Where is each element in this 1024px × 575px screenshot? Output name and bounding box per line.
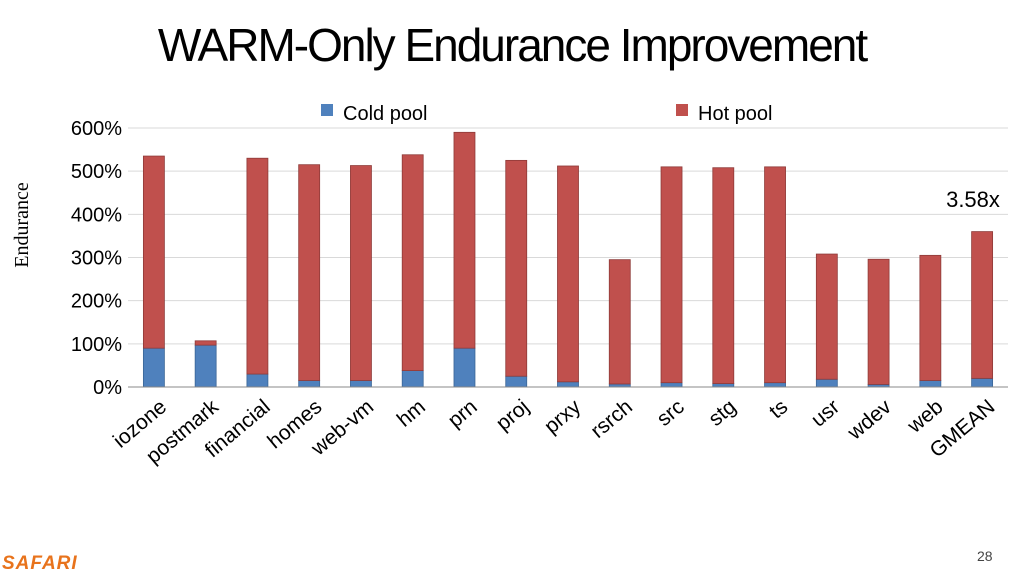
bar-cold-GMEAN: [971, 377, 994, 388]
bar-cold-postmark: [194, 344, 217, 388]
safari-logo: SAFARI: [2, 553, 78, 574]
y-tick-label: 0%: [93, 377, 122, 399]
bar-cold-web: [919, 380, 942, 388]
bar-hot-ts: [764, 166, 786, 384]
category-label: proj: [492, 395, 534, 435]
bar-hot-hm: [401, 154, 424, 371]
y-tick-labels: 0% 100% 200% 300% 400% 500% 600%: [71, 118, 122, 399]
category-label: src: [653, 395, 689, 431]
bar-hot-postmark: [194, 340, 217, 346]
category-label: prxy: [540, 395, 586, 438]
bar-cold-stg: [712, 383, 735, 388]
bar-cold-ts: [764, 382, 786, 388]
bar-hot-iozone: [142, 155, 165, 349]
y-tick-label: 200%: [71, 291, 122, 313]
bar-cold-prn: [453, 347, 476, 388]
bar-hot-homes: [298, 164, 321, 381]
page-number: 28: [977, 548, 993, 564]
bar-hot-usr: [815, 253, 838, 380]
bar-hot-prxy: [557, 165, 579, 383]
y-tick-label: 100%: [71, 334, 122, 356]
bar-hot-web: [919, 254, 942, 381]
bar-hot-GMEAN: [971, 231, 994, 379]
bar-cold-web-vm: [350, 380, 372, 388]
category-label: wdev: [843, 395, 896, 445]
bar-cold-financial: [246, 373, 269, 388]
bar-hot-prn: [453, 131, 476, 349]
bar-hot-src: [660, 166, 683, 384]
bar-hot-financial: [246, 157, 269, 375]
category-label: rsrch: [586, 395, 637, 443]
legend-label-cold: Cold pool: [343, 103, 428, 125]
bar-cold-hm: [401, 370, 424, 388]
y-axis-label: Endurance: [11, 182, 33, 268]
category-label: hm: [393, 395, 430, 431]
bar-cold-src: [660, 382, 683, 388]
bar-hot-stg: [712, 167, 735, 384]
bar-cold-prxy: [557, 381, 579, 388]
legend-swatch-cold: [321, 104, 333, 116]
y-tick-label: 600%: [71, 118, 122, 140]
bar-hot-rsrch: [608, 259, 631, 385]
category-label: ts: [765, 395, 792, 423]
bar-hot-wdev: [867, 258, 890, 385]
y-tick-label: 500%: [71, 161, 122, 183]
y-tick-label: 400%: [71, 204, 122, 226]
legend-swatch-hot: [676, 104, 688, 116]
bars: [142, 131, 994, 388]
bar-hot-web-vm: [350, 165, 372, 381]
bar-cold-homes: [298, 380, 321, 388]
gmean-annotation: 3.58x: [946, 187, 1000, 212]
category-label: usr: [807, 395, 844, 431]
category-label: prn: [444, 395, 482, 432]
bar-hot-proj: [505, 159, 528, 377]
legend-label-hot: Hot pool: [698, 103, 773, 125]
bar-cold-usr: [815, 378, 838, 388]
legend: Cold pool Hot pool: [321, 103, 773, 125]
y-tick-label: 300%: [71, 248, 122, 270]
category-label: stg: [704, 395, 740, 431]
bar-cold-iozone: [142, 347, 165, 388]
slide-title: WARM-Only Endurance Improvement: [157, 19, 868, 71]
bar-cold-proj: [505, 375, 528, 388]
